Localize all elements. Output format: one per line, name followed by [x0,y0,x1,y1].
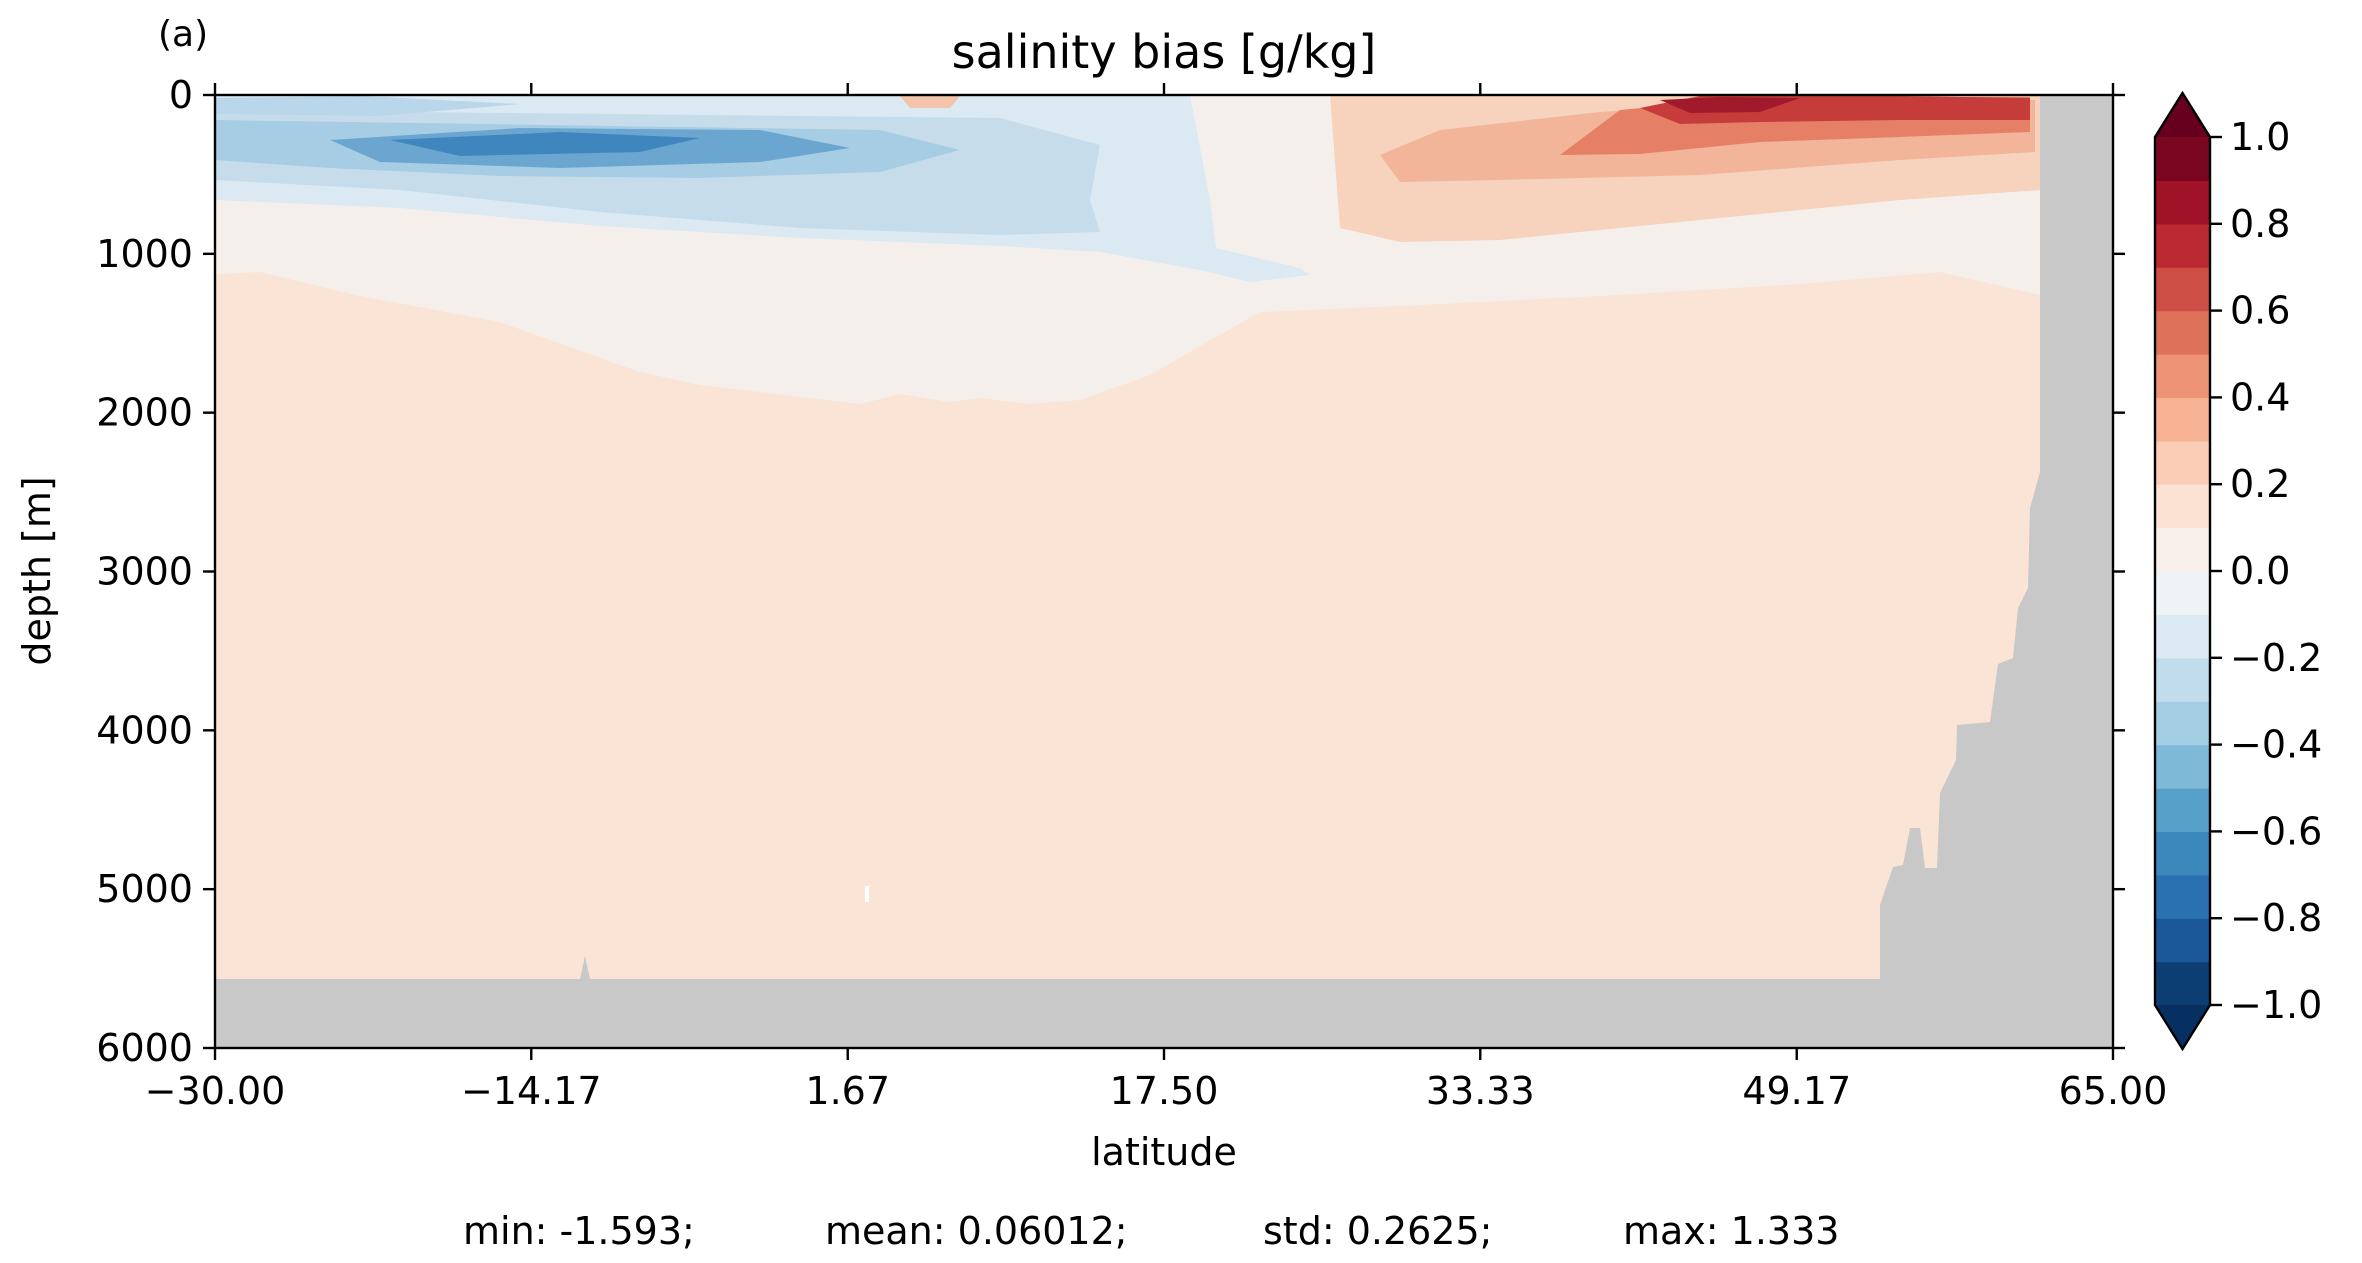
colorbar-bin [2155,440,2210,485]
colorbar-bin [2155,831,2210,876]
colorbar-bin [2155,571,2210,615]
y-tick-label: 6000 [96,1026,193,1070]
colorbar-bin [2155,354,2210,398]
x-axis: −30.00 −14.17 1.67 17.50 33.33 49.17 65.00 [145,83,2168,1113]
colorbar-tick-label: −0.2 [2230,636,2322,680]
y-tick-label: 0 [169,73,193,117]
colorbar-bin [2155,137,2210,181]
colorbar-tick-label: 0.8 [2230,202,2290,246]
colorbar-extend-min [2155,1005,2210,1049]
colorbar-bin [2155,223,2210,268]
colorbar-tick-label: 0.6 [2230,289,2290,333]
y-tick-label: 4000 [96,708,193,752]
heatmap-field [215,95,2113,1048]
colorbar-bin [2155,874,2210,919]
colorbar-bin [2155,701,2210,746]
colorbar-tick-label: 0.0 [2230,549,2290,593]
x-tick-label: 65.00 [2059,1069,2168,1113]
colorbar-bin [2155,397,2210,442]
colorbar-tick-label: −0.8 [2230,896,2322,940]
colorbar-tick-label: 0.4 [2230,375,2290,419]
colorbar-tick-label: 1.0 [2230,115,2290,159]
colorbar-tick-label: 0.2 [2230,462,2290,506]
x-tick-label: 1.67 [805,1069,890,1113]
stat-min: min: -1.593; [463,1209,695,1253]
y-tick-label: 1000 [96,232,193,276]
chart-title: salinity bias [g/kg] [952,25,1377,79]
colorbar-bin [2155,527,2210,572]
y-axis: 0 1000 2000 3000 4000 5000 6000 [96,73,2125,1070]
colorbar-tick-label: −0.4 [2230,723,2322,767]
colorbar-bin [2155,744,2210,789]
plot-area: −30.00 −14.17 1.67 17.50 33.33 49.17 65.00 0 10… [15,73,2167,1174]
colorbar-bin [2155,918,2210,963]
negative-bias-surface-streak [215,96,520,116]
negative-bias-core-strong [390,132,700,156]
colorbar-bin [2155,267,2210,312]
colorbar-bin [2155,614,2210,659]
x-tick-label: 49.17 [1742,1069,1851,1113]
x-tick-label: 17.50 [1110,1069,1219,1113]
colorbar-bin [2155,484,2210,529]
land-mask [215,95,2113,1048]
colorbar-tick-label: −0.6 [2230,809,2322,853]
positive-bias-surface-patch [900,96,960,108]
x-tick-label: −30.00 [145,1069,286,1113]
stat-max: max: 1.333 [1623,1209,1839,1253]
seamount-marker [865,886,869,902]
colorbar-bin [2155,961,2210,1006]
colorbar-tick-label: −1.0 [2230,983,2322,1027]
y-tick-label: 2000 [96,391,193,435]
stat-std: std: 0.2625; [1263,1209,1492,1253]
y-tick-label: 3000 [96,550,193,594]
stat-mean: mean: 0.06012; [825,1209,1128,1253]
positive-bias-core-strong [1660,97,1800,113]
stats-footer: min: -1.593; mean: 0.06012; std: 0.2625;… [463,1209,1839,1253]
colorbar-extend-max [2155,93,2210,137]
colorbar-bin [2155,788,2210,832]
panel-label: (a) [158,14,208,55]
x-tick-label: −14.17 [461,1069,602,1113]
colorbar-bin [2155,310,2210,355]
colorbar: 1.0 0.8 0.6 0.4 0.2 0.0 −0.2 −0.4 −0.6 −0.8 −1.0 [2153,90,2322,1052]
colorbar-bin [2155,180,2210,225]
colorbar-bin [2155,657,2210,702]
y-tick-label: 5000 [96,867,193,911]
y-axis-label: depth [m] [15,476,59,665]
x-tick-label: 33.33 [1426,1069,1535,1113]
x-axis-label: latitude [1091,1130,1237,1174]
